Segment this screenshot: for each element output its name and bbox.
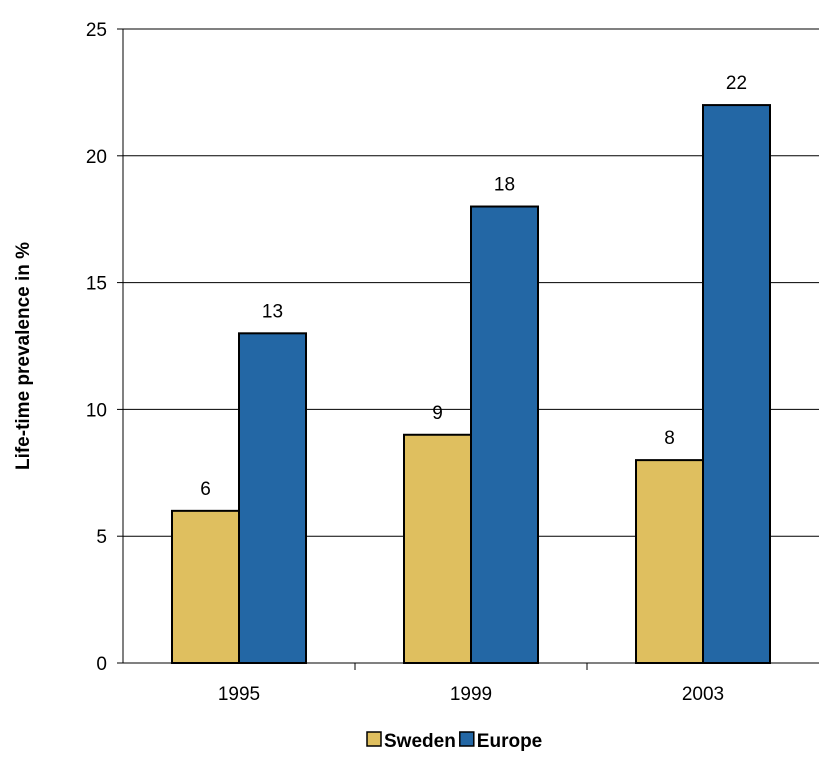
data-label: 18 bbox=[494, 175, 515, 196]
axes bbox=[117, 28, 819, 670]
x-tick-label: 2003 bbox=[682, 684, 724, 705]
y-tick-label: 25 bbox=[86, 20, 107, 41]
legend-swatch-sweden bbox=[366, 731, 382, 747]
legend-swatch-europe bbox=[459, 731, 475, 747]
bar-europe-1995 bbox=[238, 332, 307, 664]
bars bbox=[171, 104, 771, 665]
legend-label-europe: Europe bbox=[477, 731, 542, 752]
bar-sweden-2003 bbox=[635, 459, 704, 664]
bar-europe-2003 bbox=[702, 104, 771, 664]
bar-sweden-1995 bbox=[171, 509, 240, 664]
y-tick-label: 0 bbox=[96, 654, 107, 675]
data-label: 6 bbox=[200, 479, 211, 500]
y-tick-label: 15 bbox=[86, 274, 107, 295]
legend-label-sweden: Sweden bbox=[384, 731, 456, 752]
y-axis-title: Life-time prevalence in % bbox=[13, 242, 34, 470]
bar-europe-1999 bbox=[470, 205, 539, 665]
x-tick-label: 1999 bbox=[450, 684, 492, 705]
y-tick-label: 10 bbox=[86, 400, 107, 421]
x-tick-label: 1995 bbox=[218, 684, 260, 705]
bar-sweden-1999 bbox=[403, 433, 472, 665]
labels: 0 5 10 15 20 25 6 13 1995 9 18 1999 8 22 2003 bbox=[86, 20, 747, 705]
legend: Sweden Europe bbox=[366, 731, 542, 752]
y-tick-label: 20 bbox=[86, 147, 107, 168]
data-label: 13 bbox=[262, 301, 283, 322]
data-label: 9 bbox=[432, 403, 443, 424]
data-label: 8 bbox=[664, 428, 675, 449]
y-tick-label: 5 bbox=[96, 527, 107, 548]
data-label: 22 bbox=[726, 73, 747, 94]
